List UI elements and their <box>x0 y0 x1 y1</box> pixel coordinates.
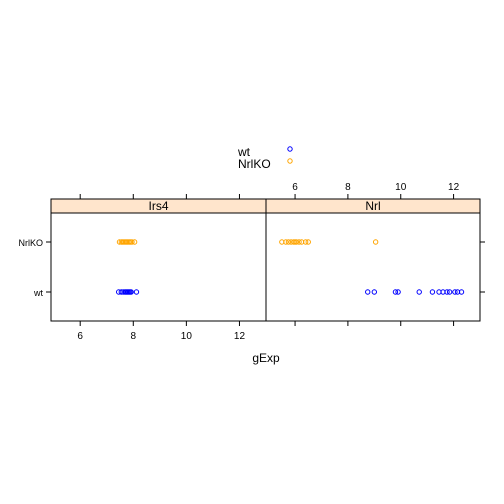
data-point-nrlko <box>131 239 138 245</box>
data-point-wt <box>416 289 422 295</box>
x-axis-label: gExp <box>252 351 280 365</box>
data-point-wt <box>365 289 371 295</box>
data-point-nrlko <box>302 239 309 245</box>
data-point-wt <box>446 289 453 295</box>
panels: Irs4 Nrl <box>50 198 481 322</box>
x-tick-label: 10 <box>181 331 193 342</box>
legend-label-wt: wt <box>237 145 251 159</box>
x-tick-label: 6 <box>292 182 298 193</box>
y-tick-label-nrlko: NrlKO <box>19 238 44 248</box>
data-point-wt <box>371 289 378 295</box>
data-point-wt <box>429 289 436 295</box>
strip-label-nrl: Nrl <box>365 199 380 213</box>
x-tick-label: 12 <box>448 182 460 193</box>
data-point-nrlko <box>305 239 311 245</box>
top-axis: 6 8 10 12 <box>79 182 460 199</box>
panel-frame <box>265 212 481 322</box>
y-axis: wt NrlKO <box>19 238 485 298</box>
panel-nrl: Nrl <box>265 198 481 322</box>
x-tick-label: 6 <box>77 331 83 342</box>
data-point-wt <box>133 289 140 295</box>
data-point-nrlko <box>372 239 379 245</box>
data-point-nrlko <box>129 239 135 245</box>
legend-label-nrlko: NrlKO <box>238 157 271 171</box>
data-point-nrlko <box>285 239 292 245</box>
y-tick-label-wt: wt <box>33 288 43 298</box>
data-point-nrlko <box>296 239 302 245</box>
legend-marker-nrlko <box>287 158 293 164</box>
x-tick-label: 12 <box>234 331 246 342</box>
data-point-nrlko <box>293 239 300 245</box>
data-point-wt <box>444 289 450 295</box>
legend-marker-wt <box>287 146 293 152</box>
bottom-axis: 6 8 10 12 <box>77 321 455 342</box>
data-point-wt <box>392 289 399 295</box>
data-point-wt <box>452 289 458 295</box>
panel-frame <box>50 212 267 322</box>
panel-irs4: Irs4 <box>50 198 267 322</box>
x-tick-label: 8 <box>345 182 351 193</box>
data-point-wt <box>395 289 401 295</box>
strip-label-irs4: Irs4 <box>148 199 168 213</box>
x-tick-label: 10 <box>395 182 407 193</box>
x-tick-label: 8 <box>131 331 137 342</box>
data-point-wt <box>458 289 465 295</box>
data-point-nrlko <box>283 239 289 245</box>
data-point-wt <box>128 289 134 295</box>
